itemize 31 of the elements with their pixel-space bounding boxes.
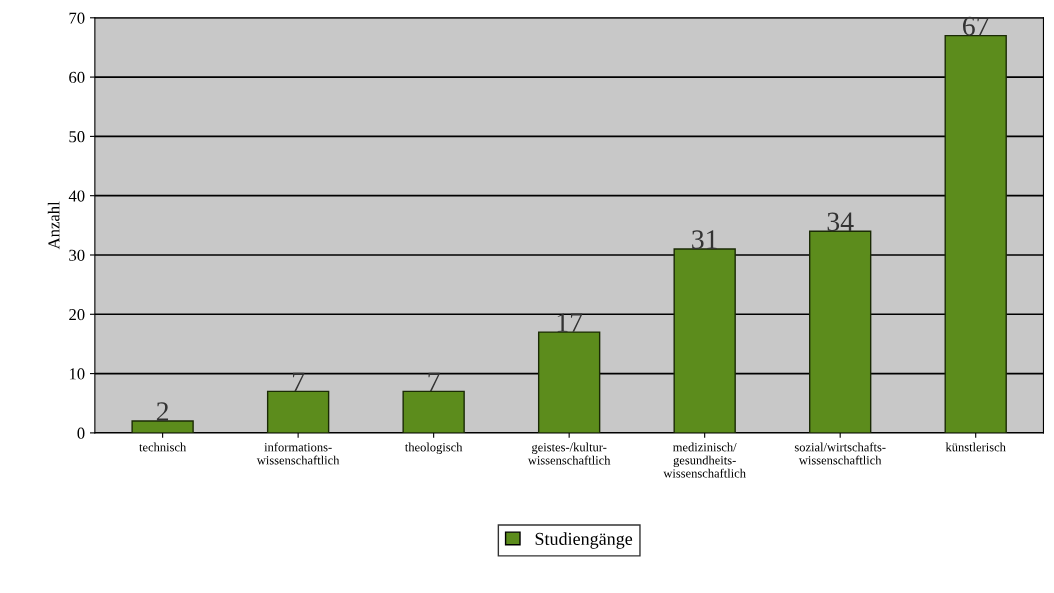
x-tick-label: informations- wissenschaftlich: [256, 442, 340, 465]
data-label: 67: [963, 16, 989, 36]
data-label: 7: [293, 372, 305, 392]
data-label: 7: [428, 372, 440, 392]
y-tick-label: 20: [69, 308, 85, 321]
y-tick-label: 30: [69, 249, 85, 261]
y-tick-label: 50: [69, 131, 85, 143]
x-tick-label: sozial/wirtschafts- wissenschaftlich: [794, 442, 886, 465]
y-tick-label: 70: [69, 12, 85, 24]
y-axis-title: Anzahl: [47, 201, 60, 250]
bar: [809, 230, 872, 433]
y-tick-label: 40: [68, 190, 85, 202]
data-label: 34: [827, 212, 854, 232]
bar: [673, 248, 736, 433]
data-label: 2: [156, 402, 169, 421]
bar: [944, 34, 1007, 433]
bar: [402, 390, 465, 433]
data-label: 17: [557, 313, 583, 332]
y-tick-label: 0: [77, 427, 85, 439]
data-label: 31: [692, 230, 717, 249]
x-tick-label: geistes-/kultur- wissenschaftlich: [527, 442, 611, 465]
legend-label: Studiengänge: [535, 532, 633, 549]
bar: [266, 390, 330, 433]
x-tick-label: künstlerisch: [945, 442, 1006, 452]
x-tick-label: technisch: [139, 442, 187, 452]
y-tick-label: 60: [69, 71, 85, 84]
x-tick-label: theologisch: [404, 442, 463, 454]
y-tick-label: 10: [69, 368, 85, 380]
bar: [131, 420, 194, 433]
bar: [537, 331, 601, 433]
x-tick-label: medizinisch/ gesundheits- wissenschaftlich: [663, 442, 746, 478]
